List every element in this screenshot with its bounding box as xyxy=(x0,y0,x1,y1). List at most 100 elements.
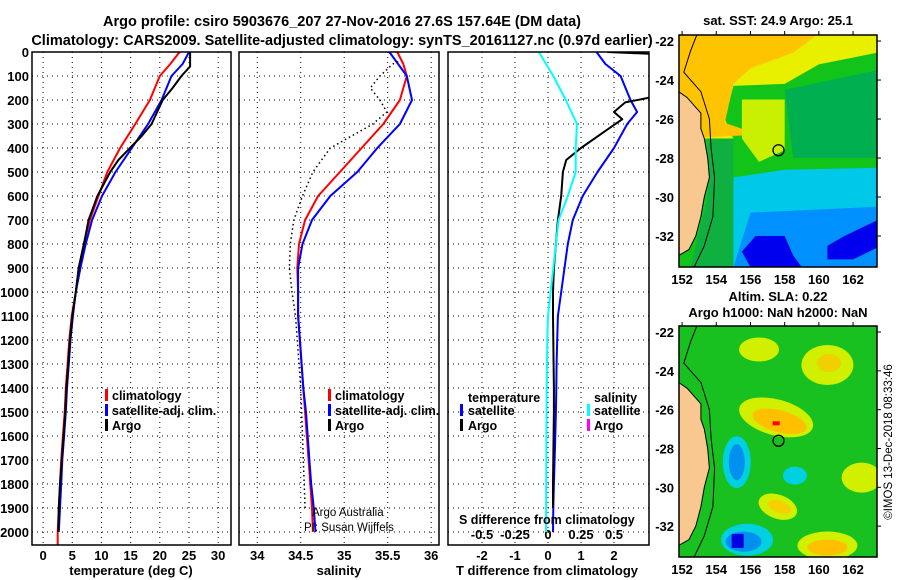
lat-tick-label: -26 xyxy=(655,403,674,418)
depth-tick-label: 100 xyxy=(7,69,29,84)
salinity-legend: climatology satellite-adj. clim. Argo Ar… xyxy=(304,389,439,534)
depth-axis: 0 100 200 300 400 500 600 700 800 900 1000 1100 1200… xyxy=(0,45,29,540)
depth-tick-label: 1900 xyxy=(0,501,29,516)
series-line-temperature-argo xyxy=(552,52,649,508)
legend-swatch-argo xyxy=(328,419,331,431)
sst-hot-region xyxy=(679,35,817,139)
x-tick-label: -2 xyxy=(476,548,488,563)
t-difference-xlabel: T difference from climatology xyxy=(456,563,639,578)
legend-swatch-s-satellite xyxy=(587,404,590,416)
profile-location-marker xyxy=(772,434,785,447)
x-tick-label: 34.5 xyxy=(288,548,313,563)
x-tick-label: 25 xyxy=(182,548,196,563)
legend-label: climatology xyxy=(335,389,405,403)
sla-lowest-patch xyxy=(731,533,744,548)
sla-map-subtitle: Argo h1000: NaN h2000: NaN xyxy=(688,305,867,320)
sla-low-core xyxy=(728,444,745,481)
depth-tick-label: 1000 xyxy=(0,285,29,300)
lat-tick-label: -24 xyxy=(655,73,675,88)
x-tick-label: 10 xyxy=(94,548,108,563)
sla-max-marker xyxy=(772,421,780,426)
lon-tick-label: 154 xyxy=(705,562,727,577)
depth-tick-label: 1200 xyxy=(0,333,29,348)
lat-tick-label: -28 xyxy=(655,441,674,456)
bathymetry-contour xyxy=(683,326,716,557)
s-tick-label: 0.5 xyxy=(605,527,623,542)
legend-swatch-s-argo xyxy=(587,419,590,431)
annotation-argo-australia: Argo Australia xyxy=(312,507,384,519)
sst-mid-region xyxy=(784,70,877,158)
sst-coldest-patch xyxy=(741,236,802,267)
map-field xyxy=(679,35,877,267)
sla-high-core xyxy=(817,354,842,373)
series-line-climatology xyxy=(296,52,408,533)
lat-tick-label: -30 xyxy=(655,190,674,205)
legend-swatch-satellite xyxy=(105,404,108,416)
x-tick-label: -1 xyxy=(509,548,521,563)
legend-label: Argo xyxy=(468,419,498,433)
lon-tick-label: 160 xyxy=(808,272,830,287)
legend-label: Argo xyxy=(335,419,365,433)
lon-tick-label: 154 xyxy=(705,272,727,287)
sla-high-core xyxy=(768,499,792,514)
depth-tick-label: 300 xyxy=(7,117,29,132)
series-group xyxy=(288,52,413,533)
x-tick-label: 2 xyxy=(610,548,617,563)
imos-credit: ©IMOS 13-Dec-2018 08:33:46 xyxy=(883,364,895,520)
salinity-panel: 34 34.5 35 35.5 36 xyxy=(238,51,440,563)
sst-coldest-patch xyxy=(827,220,877,260)
s-tick-label: -0.5 xyxy=(471,527,493,542)
depth-tick-label: 1500 xyxy=(0,405,29,420)
depth-tick-label: 900 xyxy=(7,261,29,276)
lat-tick-label: -22 xyxy=(655,325,674,340)
map-field xyxy=(679,326,877,557)
series-line-salinity-satellite xyxy=(537,52,578,533)
x-tick-label: 34 xyxy=(250,548,265,563)
sst-map-title: sat. SST: 24.9 Argo: 25.1 xyxy=(703,13,853,28)
legend-label: satellite xyxy=(594,404,641,418)
depth-tick-label: 1600 xyxy=(0,429,29,444)
depth-tick-label: 700 xyxy=(7,213,29,228)
x-tick-label: 20 xyxy=(153,548,167,563)
lon-tick-label: 162 xyxy=(842,272,864,287)
lat-tick-label: -22 xyxy=(655,34,674,49)
profile-location-marker xyxy=(772,144,785,157)
panel-frame xyxy=(31,51,232,546)
lat-tick-label: -32 xyxy=(655,229,674,244)
s-difference-axis-label: S difference from climatology xyxy=(459,513,635,527)
lon-tick-label: 158 xyxy=(774,272,796,287)
coastline xyxy=(679,382,710,546)
temperature-legend: climatology satellite-adj. clim. Argo xyxy=(105,389,216,433)
x-tick-label: 15 xyxy=(123,548,137,563)
sla-high-core xyxy=(807,539,848,556)
series-group xyxy=(56,52,192,545)
sla-map-title: Altim. SLA: 0.22 xyxy=(729,289,828,304)
depth-tick-label: 1800 xyxy=(0,477,29,492)
depth-tick-label: 200 xyxy=(7,93,29,108)
lon-tick-label: 162 xyxy=(842,562,864,577)
s-tick-label: 0.25 xyxy=(568,527,593,542)
depth-tick-label: 2000 xyxy=(0,525,29,540)
map-frame xyxy=(678,325,878,558)
legend-swatch-t-argo xyxy=(460,419,463,431)
depth-tick-label: 0 xyxy=(22,45,29,60)
x-tick-label: 0 xyxy=(39,548,46,563)
lat-tick-label: -26 xyxy=(655,112,674,127)
legend-label: climatology xyxy=(112,389,182,403)
x-tick-label: 36 xyxy=(424,548,438,563)
difference-legend: temperature satellite Argo salinity sate… xyxy=(459,391,641,527)
lon-tick-label: 160 xyxy=(808,562,830,577)
temperature-panel: 0 5 10 15 20 25 30 xyxy=(31,51,232,563)
map-frame xyxy=(678,34,878,268)
legend-header-temperature: temperature xyxy=(468,391,540,405)
sla-high-blob xyxy=(739,337,780,362)
x-tick-label: 30 xyxy=(211,548,225,563)
s-tick-label: -0.25 xyxy=(500,527,530,542)
depth-tick-label: 1100 xyxy=(1,309,29,324)
lat-tick-label: -30 xyxy=(655,480,674,495)
depth-tick-label: 1400 xyxy=(0,381,29,396)
coastline xyxy=(679,91,710,256)
legend-label: satellite xyxy=(468,404,515,418)
